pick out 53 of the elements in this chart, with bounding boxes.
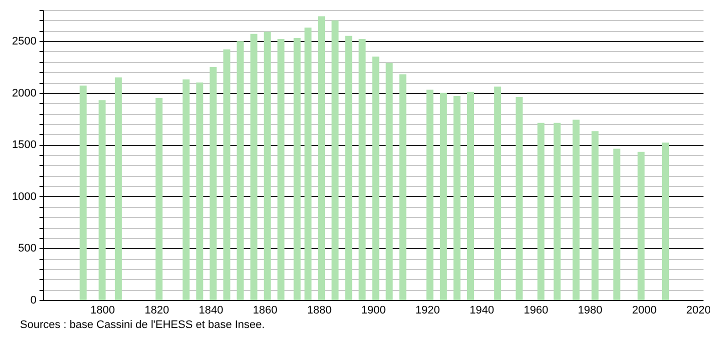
bar <box>399 74 406 300</box>
bar <box>453 96 460 300</box>
bar <box>613 148 620 300</box>
bar <box>554 122 561 300</box>
bar <box>638 152 645 300</box>
x-tick-label: 1880 <box>307 304 332 316</box>
bar <box>250 34 258 300</box>
bar <box>426 90 434 300</box>
y-tick-label: 2500 <box>12 36 36 48</box>
bar <box>80 86 87 300</box>
bar <box>264 32 271 300</box>
x-tick-label: 1820 <box>144 304 170 316</box>
x-tick-label: 1800 <box>90 304 115 316</box>
x-tick-label: 1960 <box>524 304 548 316</box>
bar <box>332 20 339 300</box>
y-tick-label: 0 <box>30 294 36 306</box>
bar <box>98 100 106 300</box>
x-tick-label: 1980 <box>578 304 602 316</box>
bar <box>592 131 599 300</box>
x-tick-label: 1840 <box>198 304 224 316</box>
bar <box>494 86 502 300</box>
y-tick-label: 1500 <box>12 139 36 152</box>
bar <box>358 39 366 300</box>
x-tick-label: 1940 <box>470 304 494 316</box>
bar <box>662 142 669 300</box>
x-tick-label: 1900 <box>361 304 386 316</box>
bar <box>236 41 244 300</box>
bar <box>277 39 284 300</box>
y-tick-label: 1000 <box>12 190 36 203</box>
bar <box>304 28 312 300</box>
bar <box>345 36 352 300</box>
bar <box>440 92 447 300</box>
bar <box>294 38 301 300</box>
bar <box>223 49 230 300</box>
bar <box>156 98 163 300</box>
x-tick-label: 2020 <box>686 304 710 316</box>
bar <box>467 92 474 300</box>
bar <box>372 56 380 300</box>
bar <box>182 79 190 300</box>
bar <box>210 66 217 300</box>
x-tick-label: 1920 <box>415 304 440 316</box>
bar <box>516 97 523 300</box>
bar <box>196 82 204 300</box>
source-note: Sources : base Cassini de l'EHESS et base Insee. <box>20 319 265 331</box>
y-tick-label: 2000 <box>12 87 36 100</box>
x-tick-label: 2000 <box>632 304 657 316</box>
bar <box>572 120 580 300</box>
x-tick-label: 1860 <box>252 304 278 316</box>
bar <box>537 122 544 300</box>
bar <box>114 77 122 300</box>
bar <box>318 16 326 300</box>
bar <box>386 62 393 300</box>
y-tick-label: 500 <box>18 242 36 255</box>
